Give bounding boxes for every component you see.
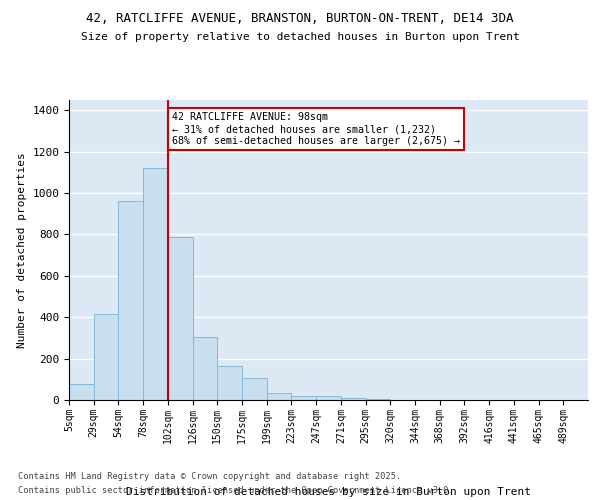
Text: Contains public sector information licensed under the Open Government Licence v3: Contains public sector information licen… bbox=[18, 486, 454, 495]
Bar bbox=[168, 236, 193, 400]
Bar bbox=[316, 396, 341, 400]
Bar bbox=[341, 398, 365, 400]
Bar bbox=[143, 168, 168, 400]
Bar bbox=[242, 378, 267, 400]
Bar bbox=[267, 393, 292, 400]
Text: Size of property relative to detached houses in Burton upon Trent: Size of property relative to detached ho… bbox=[80, 32, 520, 42]
Bar bbox=[217, 366, 242, 400]
Bar bbox=[193, 337, 217, 400]
Bar bbox=[365, 399, 390, 400]
Bar bbox=[292, 396, 316, 400]
Bar bbox=[94, 314, 118, 400]
Text: 42, RATCLIFFE AVENUE, BRANSTON, BURTON-ON-TRENT, DE14 3DA: 42, RATCLIFFE AVENUE, BRANSTON, BURTON-O… bbox=[86, 12, 514, 26]
Text: 42 RATCLIFFE AVENUE: 98sqm
← 31% of detached houses are smaller (1,232)
68% of s: 42 RATCLIFFE AVENUE: 98sqm ← 31% of deta… bbox=[172, 112, 460, 146]
Bar bbox=[69, 384, 94, 400]
X-axis label: Distribution of detached houses by size in Burton upon Trent: Distribution of detached houses by size … bbox=[126, 488, 531, 498]
Bar bbox=[118, 202, 143, 400]
Text: Contains HM Land Registry data © Crown copyright and database right 2025.: Contains HM Land Registry data © Crown c… bbox=[18, 472, 401, 481]
Y-axis label: Number of detached properties: Number of detached properties bbox=[17, 152, 27, 348]
